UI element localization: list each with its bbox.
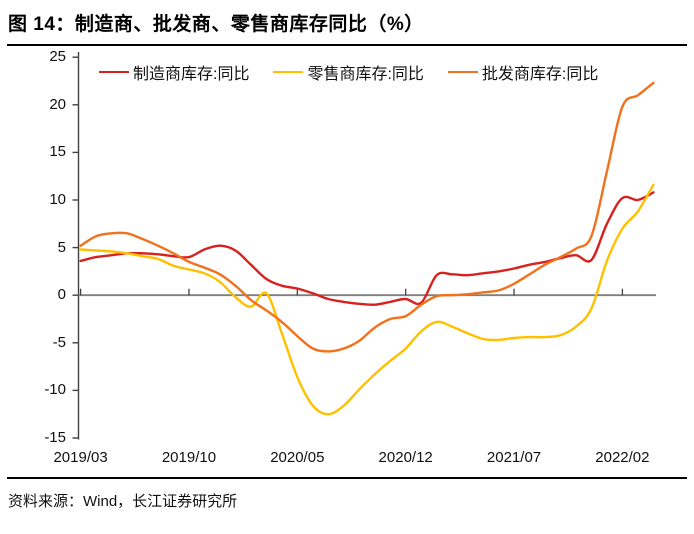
legend-line-swatch — [447, 71, 478, 73]
legend-label: 批发商库存:同比 — [481, 66, 599, 83]
title-divider-line — [7, 44, 687, 46]
x-tick-label: 2019/03 — [53, 449, 108, 466]
y-tick-label: 15 — [49, 143, 66, 161]
x-tick-label: 2021/07 — [486, 449, 542, 466]
chart-axes — [72, 52, 656, 440]
x-tick-label: 2020/05 — [270, 449, 325, 466]
y-tick-label: 25 — [49, 48, 66, 66]
legend-line-swatch — [273, 71, 304, 73]
y-tick-label: -10 — [44, 381, 66, 399]
series-line-1 — [79, 183, 655, 416]
y-tick-label: -5 — [52, 333, 66, 351]
source-note: 资料来源：Wind，长江证券研究所 — [8, 493, 238, 510]
legend-line-swatch — [99, 71, 129, 73]
legend-item-1: 零售商库存:同比 — [273, 60, 424, 84]
legend-item-0: 制造商库存:同比 — [99, 60, 249, 84]
legend-label: 制造商库存:同比 — [133, 66, 250, 83]
y-tick-label: 10 — [49, 191, 66, 208]
y-tick-label: 5 — [57, 238, 66, 256]
footer-divider-line — [7, 477, 687, 479]
chart-series-lines — [79, 81, 655, 416]
chart-legend: 制造商库存:同比 零售商库存:同比 批发商库存:同比 — [99, 60, 598, 84]
x-tick-label: 2022/02 — [595, 449, 650, 466]
y-tick-label: 0 — [57, 286, 66, 304]
figure-title: 图 14：制造商、批发商、零售商库存同比（%） — [8, 14, 424, 35]
y-tick-label: 20 — [49, 95, 66, 113]
y-tick-label: -15 — [44, 429, 66, 446]
legend-item-2: 批发商库存:同比 — [447, 60, 599, 84]
series-line-2 — [79, 81, 655, 353]
legend-label: 零售商库存:同比 — [307, 66, 424, 83]
x-tick-label: 2019/10 — [161, 449, 217, 466]
x-tick-label: 2020/12 — [378, 449, 433, 466]
